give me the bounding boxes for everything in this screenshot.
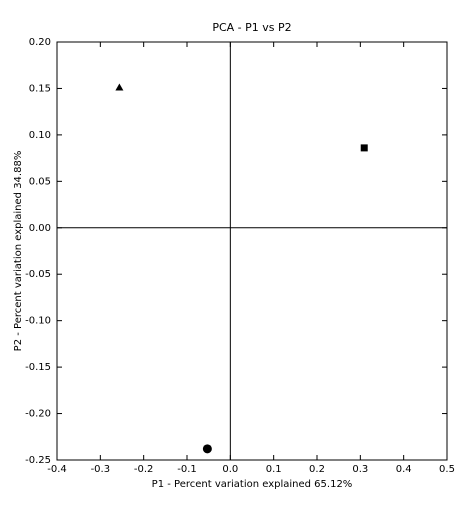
y-tick-label: 0.05 [29, 176, 51, 187]
y-axis-label: P2 - Percent variation explained 34.88% [13, 151, 24, 352]
y-tick-label: -0.25 [25, 455, 51, 466]
y-tick-label: -0.10 [25, 316, 51, 327]
y-tick-label: -0.20 [25, 409, 51, 420]
x-tick-label: -0.2 [134, 464, 154, 475]
point-triangle [115, 83, 124, 91]
y-tick-label: -0.05 [25, 269, 51, 280]
x-tick-label: -0.1 [177, 464, 197, 475]
x-axis-label: P1 - Percent variation explained 65.12% [152, 479, 353, 490]
x-tick-label: 0.2 [309, 464, 325, 475]
x-tick-label: -0.3 [91, 464, 111, 475]
y-tick-label: 0.00 [29, 223, 51, 234]
x-tick-label: 0.3 [352, 464, 368, 475]
point-circle [202, 444, 212, 454]
y-tick-label: 0.15 [29, 83, 51, 94]
x-tick-label: -0.4 [47, 464, 67, 475]
x-tick-label: 0.4 [396, 464, 412, 475]
point-square [360, 144, 368, 152]
x-tick-label: 0.1 [266, 464, 282, 475]
y-tick-label: 0.20 [29, 37, 51, 48]
x-tick-label: 0.0 [222, 464, 238, 475]
chart-title: PCA - P1 vs P2 [212, 21, 291, 34]
x-tick-label: 0.5 [439, 464, 455, 475]
plot-frame [56, 41, 448, 461]
y-tick-label: 0.10 [29, 130, 51, 141]
y-tick-label: -0.15 [25, 362, 51, 373]
